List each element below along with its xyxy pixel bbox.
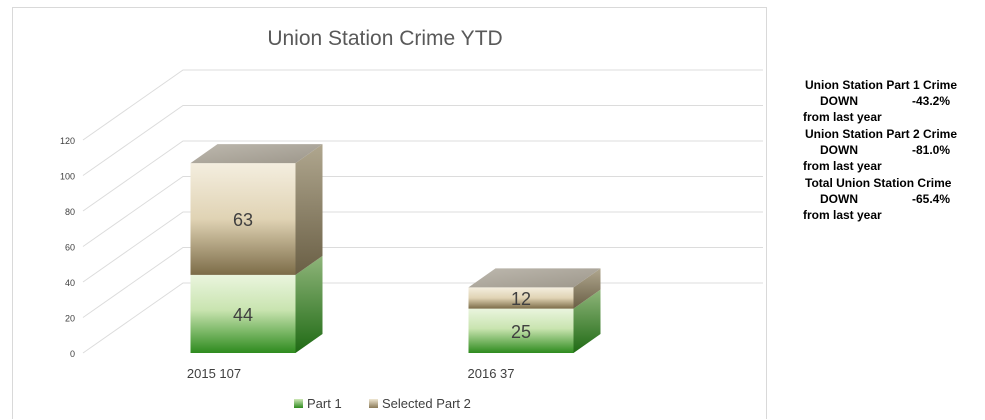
bar-side xyxy=(573,268,601,309)
stat-title: Union Station Part 1 Crime xyxy=(805,78,958,92)
gridline xyxy=(82,176,763,247)
bar-segment: 63 xyxy=(190,144,323,275)
stat-footer: from last year xyxy=(803,159,882,173)
y-tick-label: 0 xyxy=(70,349,75,359)
chart-area: Union Station Crime YTD 0 20 40 60 80 100 120 … xyxy=(12,7,767,419)
legend-swatch xyxy=(369,399,378,408)
gridline xyxy=(82,105,763,176)
gridlines xyxy=(82,69,763,354)
gridline xyxy=(82,140,763,212)
stat-row: DOWN -43.2% xyxy=(803,93,985,109)
bar-front xyxy=(468,308,574,353)
stat-block: Union Station Part 2 Crime DOWN -81.0% from… xyxy=(803,126,985,174)
bar-segment: 44 xyxy=(190,255,323,353)
stats-panel: Union Station Part 1 Crime DOWN -43.2% from… xyxy=(803,77,985,224)
legend-entry: Part 1 xyxy=(294,396,342,411)
legend-entry: Selected Part 2 xyxy=(369,396,471,411)
gridline xyxy=(82,247,763,318)
stat-value: -65.4% xyxy=(912,192,951,206)
y-tick-label: 80 xyxy=(65,207,75,217)
y-axis-ticks: 0 20 40 60 80 100 120 xyxy=(60,136,75,359)
bar-front xyxy=(190,274,296,353)
stat-title: Total Union Station Crime xyxy=(805,176,952,190)
chart-canvas: Union Station Crime YTD 020406080100120 … xyxy=(60,27,763,411)
bar-front xyxy=(190,163,296,275)
stat-title: Union Station Part 2 Crime xyxy=(805,127,958,141)
stat-direction: DOWN xyxy=(820,94,858,108)
bar-segment: 12 xyxy=(468,268,601,309)
bar-segment: 25 xyxy=(468,289,601,353)
stat-direction: DOWN xyxy=(820,143,858,157)
bar-side xyxy=(295,144,323,275)
data-label: 12 xyxy=(511,289,531,309)
y-tick-label: 100 xyxy=(60,172,75,182)
bar-top xyxy=(190,144,323,164)
y-tick-label: 40 xyxy=(65,278,75,288)
data-label: 25 xyxy=(511,322,531,342)
y-tick-label: 60 xyxy=(65,243,75,253)
legend-label: Part 1 xyxy=(307,396,342,411)
gridline xyxy=(82,211,763,283)
bar-side xyxy=(295,255,323,353)
stat-block: Union Station Part 1 Crime DOWN -43.2% from… xyxy=(803,77,985,125)
stat-value: -43.2% xyxy=(912,94,951,108)
x-tick-label: 2016 37 xyxy=(468,366,515,381)
bar-side xyxy=(573,289,601,353)
data-label: 44 xyxy=(233,305,253,325)
legend: Part 1 Selected Part 2 xyxy=(294,396,471,411)
data-label: 63 xyxy=(233,210,253,230)
x-axis-ticks: 2015 107 2016 37 xyxy=(187,366,515,381)
y-tick-label: 120 xyxy=(60,136,75,146)
stat-footer: from last year xyxy=(803,110,882,124)
gridline xyxy=(82,282,763,354)
legend-label: Selected Part 2 xyxy=(382,396,471,411)
bar-front xyxy=(468,287,574,309)
bars: 44 63 25 12 xyxy=(190,144,601,353)
stat-row: DOWN -81.0% xyxy=(803,142,985,158)
y-tick-label: 20 xyxy=(65,314,75,324)
stat-value: -81.0% xyxy=(912,143,951,157)
bar-top xyxy=(468,268,601,288)
legend-swatch xyxy=(294,399,303,408)
x-tick-label: 2015 107 xyxy=(187,366,241,381)
stat-footer: from last year xyxy=(803,208,882,222)
stat-direction: DOWN xyxy=(820,192,858,206)
stat-row: DOWN -65.4% xyxy=(803,191,985,207)
stat-block: Total Union Station Crime DOWN -65.4% from … xyxy=(803,175,985,223)
chart-title: Union Station Crime YTD xyxy=(267,27,502,50)
gridline xyxy=(82,69,763,141)
